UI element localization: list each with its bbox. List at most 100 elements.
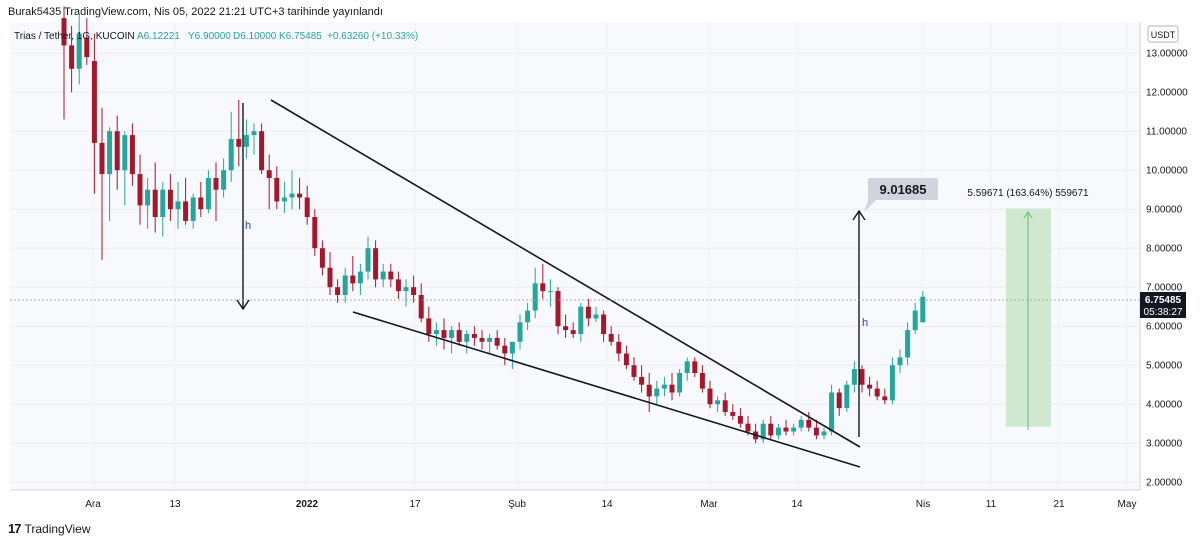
candle-body: [616, 341, 622, 354]
candle-body: [99, 142, 105, 175]
price-tick-label: 10.00000: [1146, 166, 1188, 177]
candle: [243, 119, 249, 159]
time-axis-labels: Ara 13 2022 17 Şub 14 Mar 14 Nis 11 21 May: [85, 499, 1136, 510]
candle-body: [509, 341, 515, 354]
candle: [494, 330, 500, 350]
candle: [84, 18, 90, 65]
price-tick-label: 4.00000: [1146, 400, 1183, 411]
time-tick-label: 2022: [296, 499, 319, 510]
candle-body: [205, 178, 211, 210]
candle: [456, 322, 462, 346]
candle-body: [456, 330, 462, 342]
candle: [183, 178, 189, 225]
price-tick-label: 2.00000: [1146, 478, 1183, 489]
candle-body: [61, 18, 67, 46]
candle: [783, 419, 789, 436]
price-tick-label: 3.00000: [1146, 439, 1183, 450]
candle-body: [91, 61, 97, 143]
candle: [874, 380, 880, 401]
candle-body: [867, 384, 873, 389]
candle: [152, 162, 158, 233]
candle: [228, 111, 234, 182]
candle-body: [129, 135, 135, 175]
candle: [859, 365, 865, 393]
candle-body: [403, 287, 409, 292]
candle: [289, 170, 295, 210]
legend-close: K6.75485: [279, 31, 322, 42]
candle-body: [259, 131, 265, 171]
candle-body: [829, 392, 835, 432]
candle-body: [669, 384, 675, 393]
candle-body: [783, 427, 789, 432]
candle: [601, 310, 607, 342]
candle-body: [175, 201, 181, 210]
candle: [213, 162, 219, 221]
candle: [525, 302, 531, 331]
candle-body: [730, 412, 736, 416]
currency-button[interactable]: USDT: [1147, 25, 1179, 43]
bar-countdown: 05:38:27: [1144, 307, 1183, 318]
candle: [137, 154, 143, 225]
candle: [661, 376, 667, 397]
candle-body: [897, 357, 903, 366]
candle-body: [494, 337, 500, 346]
target-callout[interactable]: 9.01685: [864, 178, 938, 212]
time-tick-label: May: [1118, 499, 1137, 510]
candle: [122, 131, 128, 206]
candle-body: [297, 193, 303, 198]
candle-body: [464, 334, 470, 342]
candle-body: [319, 248, 325, 268]
candle-body: [737, 415, 743, 424]
candle: [319, 240, 325, 276]
candle: [912, 302, 918, 334]
legend: Trias / Tether, 1G, KUCOIN A6.12221 Y6.9…: [14, 31, 418, 42]
wedge-upper-trendline[interactable]: [270, 99, 861, 448]
candle-body: [145, 189, 151, 206]
candle: [114, 115, 120, 190]
candle: [540, 263, 546, 299]
candle-body: [874, 388, 880, 397]
grid: [10, 22, 1140, 490]
candle-body: [646, 384, 652, 397]
candle: [167, 174, 173, 221]
candle: [699, 365, 705, 393]
height-marker-right: h: [862, 317, 868, 329]
candle-body: [851, 369, 857, 385]
candle-body: [479, 337, 485, 342]
candle: [844, 380, 850, 412]
candle: [107, 127, 113, 221]
candle-body: [236, 139, 242, 147]
candle: [312, 209, 318, 256]
candle-body: [555, 291, 561, 327]
candle: [297, 178, 303, 210]
candle: [99, 107, 105, 260]
candle-body: [76, 33, 82, 69]
candle: [91, 33, 97, 194]
candle: [616, 334, 622, 362]
candle: [821, 427, 827, 440]
time-tick-label: 14: [601, 499, 613, 510]
candle: [190, 193, 196, 229]
candle: [532, 267, 538, 319]
candle-body: [677, 373, 683, 393]
candle-body: [806, 419, 812, 428]
candle: [570, 322, 576, 338]
legend-low: D6.10000: [233, 31, 277, 42]
candle-body: [327, 267, 333, 288]
candle: [882, 388, 888, 405]
time-tick-label: 17: [409, 499, 421, 510]
brand-name: TradingView: [24, 521, 91, 536]
candle-body: [426, 318, 432, 334]
time-tick-label: 14: [791, 499, 803, 510]
wedge-lower-trendline[interactable]: [352, 311, 861, 468]
time-tick-label: 13: [169, 499, 181, 510]
candle-body: [418, 295, 424, 319]
candle-body: [160, 189, 166, 217]
candle-body: [699, 373, 705, 389]
candle-body: [107, 131, 113, 175]
legend-high: Y6.90000: [188, 31, 231, 42]
candle-body: [312, 217, 318, 249]
candle-body: [190, 197, 196, 221]
legend-symbol: Trias / Tether, 1G, KUCOIN: [14, 31, 135, 42]
